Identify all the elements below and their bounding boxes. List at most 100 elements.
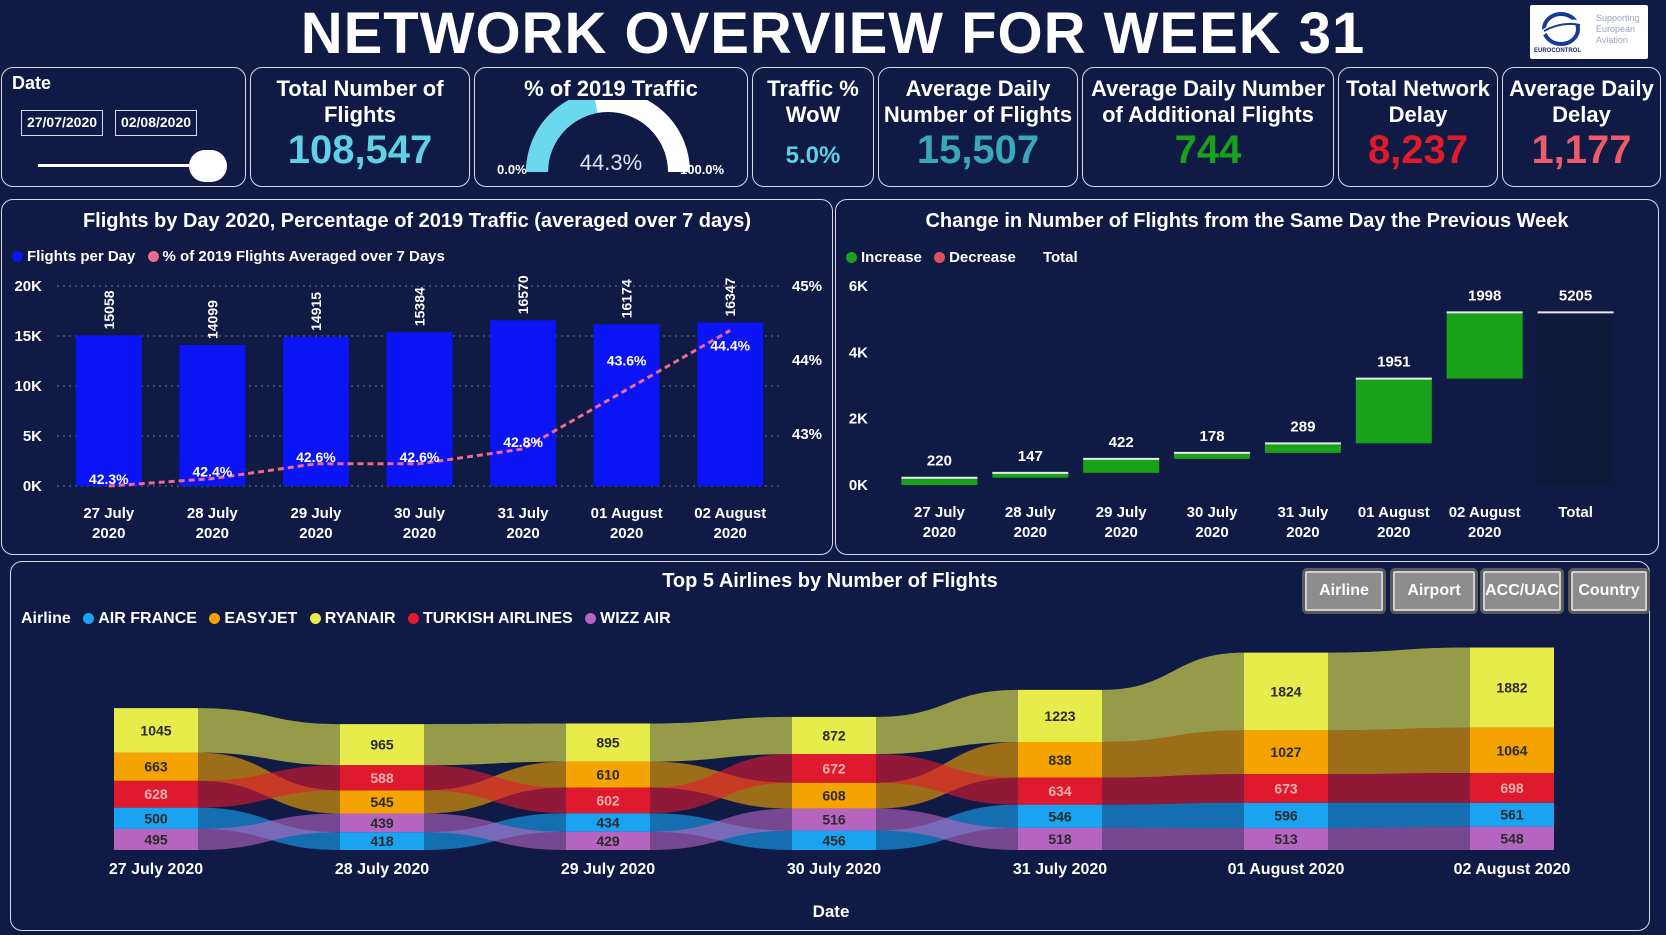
acc-uac-button[interactable]: ACC/UAC (1480, 568, 1564, 614)
gauge-value: 44.3% (579, 150, 643, 175)
legend-title: Airline (21, 610, 71, 627)
x-tick-label: 27 July 2020 (109, 861, 203, 878)
ribbon-connector (1102, 774, 1244, 805)
x-tick-label: 30 July 2020 (787, 861, 881, 878)
legend-label: EASYJET (224, 610, 298, 627)
ribbon-segment (566, 831, 650, 850)
ribbon-connector (1328, 802, 1470, 829)
country-button[interactable]: Country (1568, 568, 1650, 614)
date-slider-handle[interactable] (189, 150, 227, 182)
segment-value-label: 610 (596, 767, 620, 783)
top-airlines-ribbon-chart: 500 663 1045 628 495 27 July 2020 418 545 965 588… (109, 647, 1571, 878)
ribbon-segment (1470, 727, 1554, 774)
legend-item: Decrease (934, 249, 1016, 266)
ribbon-connector (1102, 652, 1244, 742)
ribbon-connector (1102, 802, 1244, 829)
segment-value-label: 588 (370, 770, 394, 786)
ribbon-connector (424, 765, 566, 814)
kpi-value: 1,177 (1531, 128, 1632, 172)
x-tick-label: 30 July (394, 505, 446, 522)
legend-item: Increase (846, 249, 922, 266)
top-airlines-panel: Top 5 Airlines by Number of Flights Airl… (10, 561, 1650, 931)
bar-value-label: 220 (927, 453, 952, 470)
date-slicer-label: Date (12, 73, 52, 93)
bar (75, 335, 142, 486)
legend-dot (934, 252, 946, 263)
x-tick-label: 29 July (290, 505, 342, 522)
ribbon-segment (792, 808, 876, 831)
segment-value-label: 561 (1500, 807, 1524, 823)
x-tick-label: 02 August 2020 (1454, 861, 1571, 878)
y-tick-label: 20K (14, 278, 42, 295)
segment-value-label: 1027 (1270, 744, 1301, 760)
kpi-label: Average Daily Number of Additional Fligh… (1091, 76, 1325, 127)
eurocontrol-logo: EUROCONTROL Supporting European Aviation (1530, 5, 1648, 59)
bar-value-label: 16347 (722, 277, 738, 316)
kpi-avg-additional: Average Daily Number of Additional Fligh… (1082, 67, 1334, 187)
legend-dot (147, 251, 159, 262)
x-tick-label: 2020 (610, 525, 643, 542)
airline-button[interactable]: Airline (1302, 568, 1386, 614)
x-tick-label: 31 July 2020 (1013, 861, 1107, 878)
waterfall-bar (901, 477, 978, 485)
bar (593, 324, 660, 486)
bar-value-label: 16570 (515, 275, 531, 314)
ribbon-segment (1470, 802, 1554, 827)
line-point-label: 44.4% (710, 337, 750, 353)
segment-value-label: 518 (1048, 831, 1072, 847)
ribbon-connector (650, 716, 792, 762)
segment-value-label: 965 (370, 737, 394, 753)
ribbon-segment (1018, 804, 1102, 828)
kpi-total-delay: Total Network Delay 8,237 (1338, 67, 1498, 187)
bar-value-label: 5205 (1559, 287, 1592, 304)
line-point-label: 42.4% (193, 464, 233, 480)
ribbon-segment (1470, 826, 1554, 850)
segment-value-label: 495 (144, 831, 168, 847)
segment-value-label: 545 (370, 794, 394, 810)
segment-value-label: 895 (596, 735, 620, 751)
legend-item: TURKISH AIRLINES (408, 610, 573, 627)
x-tick-label: 2020 (1014, 524, 1047, 541)
date-slider-track[interactable] (38, 164, 208, 167)
line-point-label: 42.3% (89, 471, 129, 487)
x-tick-label: Total (1558, 504, 1593, 521)
airport-button[interactable]: Airport (1390, 568, 1478, 614)
x-tick-label: 2020 (92, 525, 125, 542)
legend-dot (209, 613, 221, 624)
ribbon-connector (424, 723, 566, 766)
y-tick-label: 0K (849, 477, 868, 494)
bar-value-label: 15058 (101, 290, 117, 329)
x-tick-label: 29 July 2020 (561, 861, 655, 878)
legend-item: % of 2019 Flights Averaged over 7 Days (147, 248, 445, 265)
ribbon-connector (876, 689, 1018, 755)
bar-value-label: 15384 (412, 287, 428, 326)
ribbon-segment (340, 813, 424, 833)
kpi-label: Total Network Delay (1346, 76, 1490, 127)
chart-legend: Increase Decrease Total (846, 249, 1086, 266)
bar (697, 322, 764, 486)
x-tick-label: 27 July (83, 505, 135, 522)
bar-value-label: 178 (1200, 428, 1225, 445)
gauge-chart (526, 100, 690, 173)
logo-tagline: Supporting European Aviation (1596, 13, 1640, 46)
kpi-pct-2019: % of 2019 Traffic 44.3% 0.0% 100.0% (474, 67, 748, 187)
ribbon-segment (1244, 802, 1328, 829)
ribbon-connector (650, 754, 792, 814)
end-date-input[interactable]: 02/08/2020 (115, 110, 197, 136)
ribbon-connector (1328, 727, 1470, 775)
start-date-input[interactable]: 27/07/2020 (21, 110, 103, 136)
kpi-value: 15,507 (916, 128, 1040, 172)
segment-value-label: 439 (370, 815, 394, 831)
legend-item: WIZZ AIR (585, 610, 671, 627)
segment-value-label: 434 (596, 814, 620, 830)
ribbon-segment (566, 761, 650, 788)
waterfall-bar (1264, 443, 1341, 453)
segment-value-label: 429 (596, 833, 620, 849)
legend-item: RYANAIR (309, 610, 396, 627)
x-tick-label: 02 August (1449, 504, 1521, 521)
kpi-label: Average Daily Delay (1509, 76, 1654, 127)
legend-label: Total (1042, 249, 1078, 266)
ribbon-connector (198, 813, 340, 850)
x-tick-label: 02 August (694, 505, 766, 522)
legend-item: Total (1027, 249, 1078, 266)
